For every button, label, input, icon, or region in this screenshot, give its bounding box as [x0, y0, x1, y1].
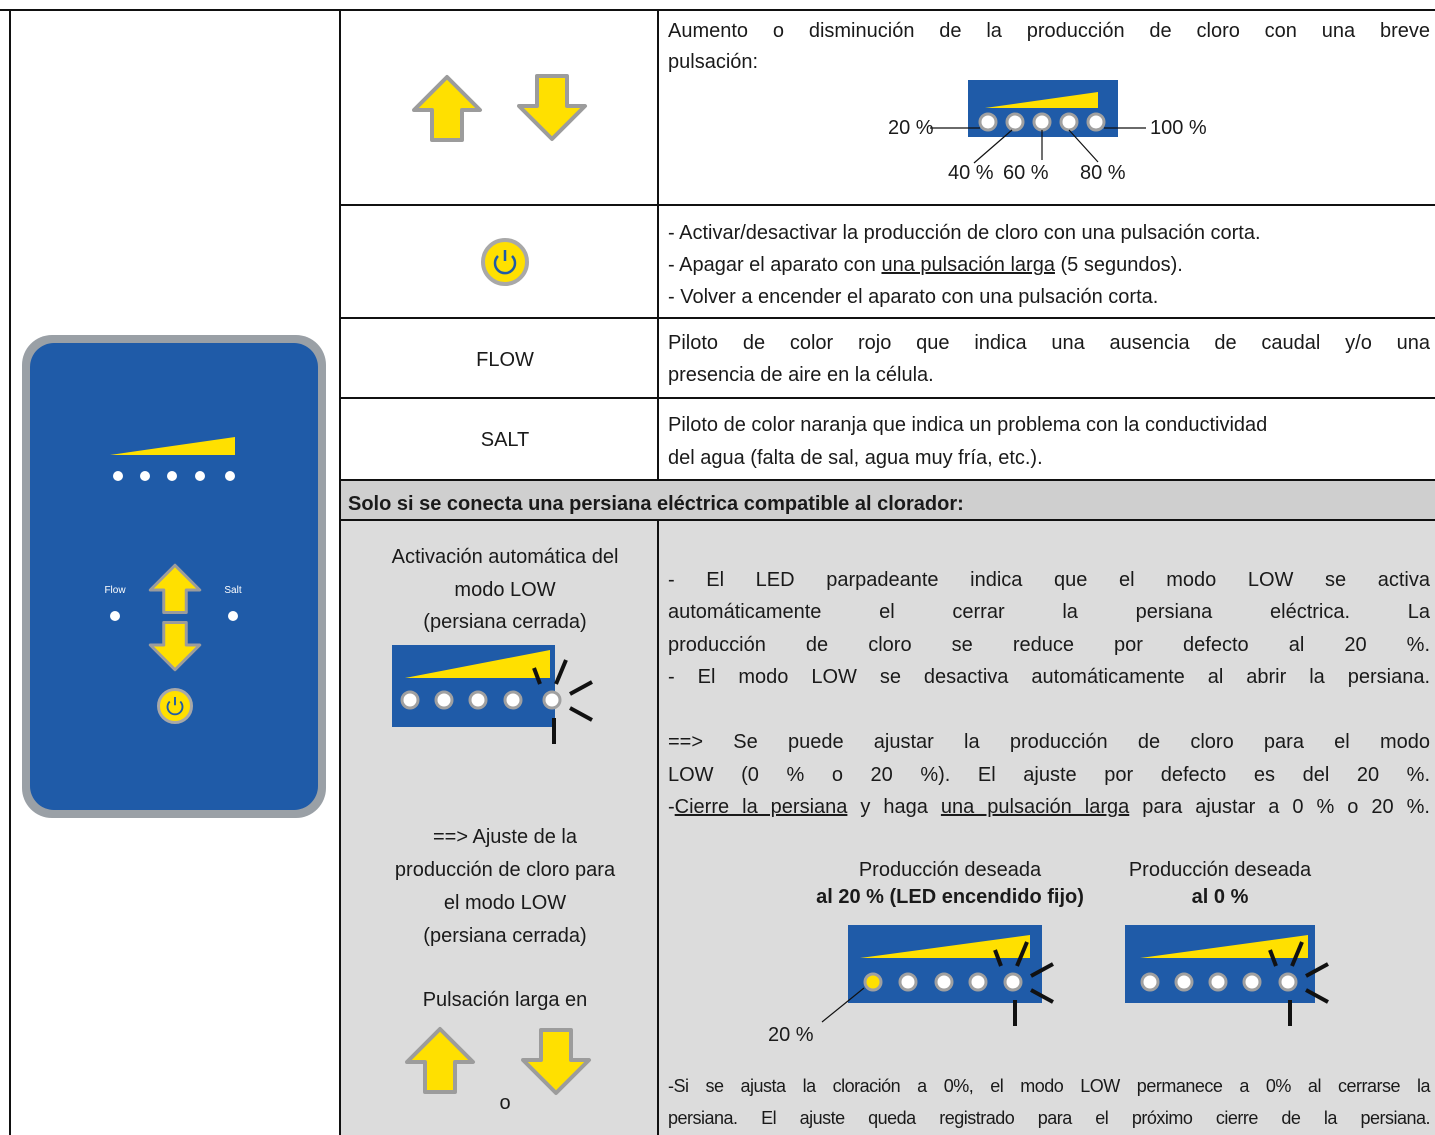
description-line: - Apagar el aparato con una pulsación la…: [668, 252, 1183, 278]
text-segment: (5 segundos).: [1054, 254, 1183, 276]
option-caption: Producción deseada: [1128, 859, 1312, 881]
underlined-text: una pulsación larga: [940, 796, 1130, 818]
led-label: 20 %: [768, 1024, 814, 1046]
description-line: Piloto de color naranja que indica un pr…: [668, 414, 1268, 436]
description-line: - Activar/desactivar la producción de cl…: [668, 222, 1261, 244]
adjust-line: el modo LOW: [443, 892, 567, 914]
underlined-text: Cierre la persiana: [674, 796, 848, 818]
indicator-label: SALT: [480, 429, 530, 451]
paragraph-line: producción de cloro se reduce por defect…: [668, 634, 1430, 656]
adjust-line: producción de cloro para: [394, 859, 616, 881]
scale-label: 40 %: [948, 162, 994, 184]
underlined-text: una pulsación larga: [881, 254, 1055, 276]
activation-line: modo LOW: [454, 579, 556, 601]
option-setting: al 0 %: [1191, 886, 1249, 908]
paragraph-line: -Cierre la persiana y haga una pulsación…: [668, 794, 1430, 820]
text-segment: - Apagar el aparato con: [668, 254, 882, 276]
section-header: Solo si se conecta una persiana eléctric…: [348, 493, 964, 515]
description-line: - Volver a encender el aparato con una p…: [668, 286, 1159, 308]
device-label: Flow: [104, 585, 126, 596]
paragraph-line: - El LED parpadeante indica que el modo …: [668, 569, 1430, 591]
option-setting: al 20 % (LED encendido fijo): [816, 886, 1084, 908]
indicator-label: FLOW: [476, 349, 534, 371]
paragraph-line: automáticamente el cerrar la persiana el…: [668, 601, 1430, 623]
paragraph-line: LOW (0 % o 20 %). El ajuste por defecto …: [668, 764, 1430, 786]
adjust-line: ==> Ajuste de la: [432, 826, 578, 848]
scale-label: 100 %: [1150, 117, 1207, 139]
paragraph-line: - El modo LOW se desactiva automáticamen…: [668, 666, 1430, 688]
scale-label: 80 %: [1080, 162, 1126, 184]
activation-line: (persiana cerrada): [423, 611, 587, 633]
description-line: Aumento o disminución de la producción d…: [668, 20, 1430, 42]
activation-line: Activación automática del: [391, 546, 619, 568]
text-segment: para ajustar a 0 % o 20 %.: [1129, 796, 1430, 818]
note-line: -Si se ajusta la cloración a 0%, el modo…: [668, 1076, 1431, 1096]
text-segment: y haga: [847, 796, 941, 818]
long-press-label: Pulsación larga en: [422, 989, 588, 1011]
description-line: pulsación:: [668, 51, 759, 73]
note-line: persiana. El ajuste queda registrado par…: [668, 1108, 1431, 1128]
description-line: Piloto de color rojo que indica una ause…: [668, 332, 1430, 354]
description-line: del agua (falta de sal, agua muy fría, e…: [668, 447, 1043, 469]
adjust-line: (persiana cerrada): [423, 925, 587, 947]
description-line: presencia de aire en la célula.: [668, 364, 934, 386]
option-caption: Producción deseada: [858, 859, 1042, 881]
scale-label: 20 %: [888, 117, 934, 139]
text-segment: -: [668, 796, 675, 818]
device-label: Salt: [224, 585, 242, 596]
scale-label: 60 %: [1003, 162, 1049, 184]
or-label: o: [499, 1092, 511, 1114]
paragraph-line: ==> Se puede ajustar la producción de cl…: [668, 731, 1430, 753]
